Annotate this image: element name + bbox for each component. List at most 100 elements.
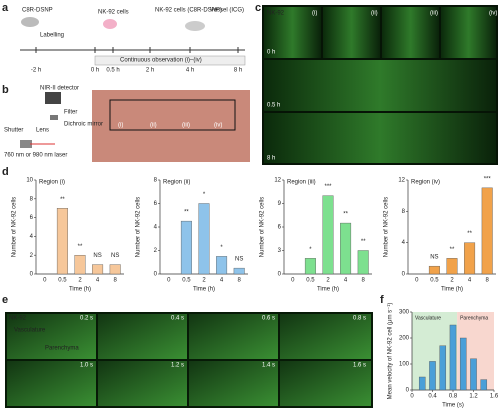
- bar: [304, 258, 316, 275]
- setup-label: Shutter: [4, 128, 23, 134]
- significance: NS: [93, 253, 101, 259]
- bar: [233, 267, 245, 275]
- y-tick-label: 8: [30, 196, 34, 202]
- x-tick-label: 0: [410, 394, 414, 400]
- bar: [439, 345, 447, 391]
- y-tick-label: 100: [399, 362, 410, 368]
- time-label: 8 h: [234, 68, 242, 74]
- x-tick-label: 0.8: [449, 394, 458, 400]
- timeline-label: NK-92 cells (C8R-DSNP): [155, 8, 222, 14]
- significance: NS: [235, 257, 243, 263]
- y-tick-label: 10: [26, 178, 33, 184]
- bar: [322, 195, 334, 275]
- x-tick-label: 2: [450, 278, 454, 284]
- column-label: (ii): [371, 11, 378, 17]
- region-label: (i): [118, 123, 123, 129]
- region-label: Vasculature: [415, 315, 441, 321]
- time-label: 1.0 s: [80, 363, 93, 369]
- significance: **: [467, 231, 472, 237]
- panel-label: f: [380, 294, 384, 306]
- x-tick-label: 8: [486, 278, 490, 284]
- x-tick-label: 1.2: [469, 394, 478, 400]
- panel-label: a: [2, 2, 9, 14]
- x-tick-label: 0: [291, 278, 295, 284]
- y-tick-label: 4: [30, 234, 34, 240]
- significance: **: [343, 212, 348, 218]
- time-label: 0.6 s: [262, 316, 275, 322]
- time-label: 1.6 s: [353, 363, 366, 369]
- x-tick-label: 0.5: [182, 278, 191, 284]
- chart-title: Region (iv): [411, 180, 440, 186]
- bar: [198, 203, 210, 275]
- row-label: 8 h: [267, 156, 275, 162]
- marker-label: NK-92: [9, 316, 27, 322]
- y-tick-label: 8: [402, 209, 406, 215]
- x-tick-label: 0: [167, 278, 171, 284]
- time-label: 0.2 s: [80, 316, 93, 322]
- chart-title: Region (ii): [163, 180, 190, 186]
- panel-label: c: [255, 2, 261, 14]
- y-tick-label: 2: [154, 248, 158, 254]
- x-axis-label: Time (h): [69, 287, 91, 293]
- setup-label: NIR-II detector: [40, 86, 79, 92]
- y-tick-label: 200: [399, 336, 410, 342]
- significance: ***: [484, 176, 492, 182]
- y-axis-label: Number of NK-92 cells: [260, 197, 266, 257]
- significance: **: [450, 247, 455, 253]
- y-tick-label: 3: [278, 248, 282, 254]
- timeline-label: Vessel (ICG): [210, 8, 244, 14]
- y-tick-label: 9: [278, 201, 282, 207]
- x-axis-label: Time (h): [193, 287, 215, 293]
- x-tick-label: 4: [344, 278, 348, 284]
- bar: [480, 379, 488, 391]
- x-tick-label: 0.4: [428, 394, 437, 400]
- y-tick-label: 0: [30, 272, 34, 278]
- y-tick-label: 0: [402, 272, 406, 278]
- bar: [449, 324, 457, 391]
- x-tick-label: 8: [114, 278, 118, 284]
- chart-title: Region (i): [39, 180, 65, 186]
- x-tick-label: 0.5: [430, 278, 439, 284]
- time-label: 0.5 h: [106, 68, 119, 74]
- region-label: (iv): [214, 123, 222, 129]
- image-grid-c: [262, 5, 498, 165]
- y-tick-label: 300: [399, 310, 410, 316]
- x-tick-label: 0: [415, 278, 419, 284]
- bar: [428, 265, 440, 275]
- region-label: (iii): [182, 123, 190, 129]
- region-label: (ii): [150, 123, 157, 129]
- panel-label: b: [2, 84, 9, 96]
- y-tick-label: 8: [154, 178, 158, 184]
- bar: [446, 258, 458, 275]
- significance: **: [78, 244, 83, 250]
- setup-label: Filter: [64, 110, 77, 116]
- time-label: 2 h: [146, 68, 154, 74]
- significance: **: [184, 210, 189, 216]
- x-tick-label: 2: [78, 278, 82, 284]
- timeline-label: NK-92 cells: [98, 10, 129, 16]
- significance: NS: [111, 253, 119, 259]
- image-label: Parenchyma: [45, 346, 79, 352]
- time-label: 0.8 s: [353, 316, 366, 322]
- y-tick-label: 4: [402, 240, 406, 246]
- y-tick-label: 0: [406, 388, 410, 394]
- significance: NS: [430, 255, 438, 261]
- y-axis-label: Number of NK-92 cells: [136, 197, 142, 257]
- bar: [418, 376, 426, 391]
- x-tick-label: 0: [43, 278, 47, 284]
- x-tick-label: 4: [468, 278, 472, 284]
- significance: **: [60, 197, 65, 203]
- x-tick-label: 2: [202, 278, 206, 284]
- image-label: Vasculature: [14, 328, 46, 334]
- x-tick-label: 0.5: [58, 278, 67, 284]
- bar: [74, 254, 86, 275]
- time-label: 1.4 s: [262, 363, 275, 369]
- x-tick-label: 2: [326, 278, 330, 284]
- timeline-label: C8R-DSNP: [22, 8, 53, 14]
- y-axis-label: Number of NK-92 cells: [12, 197, 18, 257]
- setup-label: 760 nm or 980 nm laser: [4, 153, 67, 159]
- time-label: 0.4 s: [171, 316, 184, 322]
- bar: [470, 358, 477, 391]
- time-label: 4 h: [186, 68, 194, 74]
- setup-label: Dichroic mirror: [64, 122, 103, 128]
